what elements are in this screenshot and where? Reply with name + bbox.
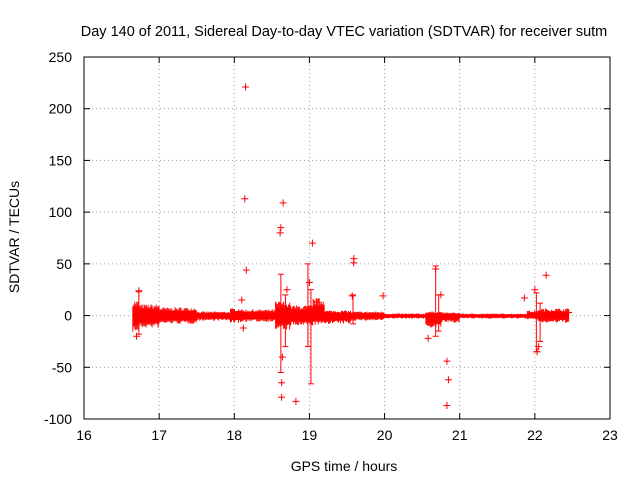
x-axis: 16 17 18 19 20 21 22 23 — [76, 57, 618, 443]
y-tick-label: 50 — [56, 256, 72, 272]
data-point-marker — [437, 291, 445, 299]
y-tick-label: 250 — [49, 49, 73, 65]
x-tick-label: 19 — [302, 427, 318, 443]
data-point-marker — [278, 393, 286, 401]
data-point-marker — [135, 287, 143, 295]
data-point-marker — [313, 298, 321, 306]
data-point-marker — [242, 266, 250, 274]
y-tick-label: 0 — [64, 308, 72, 324]
data-point-marker — [276, 229, 284, 237]
x-axis-label: GPS time / hours — [291, 458, 398, 474]
plot-border — [83, 56, 611, 420]
data-point-marker — [292, 397, 300, 405]
x-tick-label: 18 — [226, 427, 242, 443]
x-tick-label: 16 — [76, 427, 92, 443]
y-tick-label: 150 — [49, 152, 73, 168]
data-point-marker — [443, 402, 451, 410]
data-point-marker — [535, 343, 543, 351]
data-point-marker — [531, 286, 539, 294]
data-point-marker — [542, 271, 550, 279]
data-point-marker — [565, 308, 573, 316]
data-point-marker — [133, 332, 141, 340]
data-point-marker — [424, 334, 432, 342]
data-point-marker — [278, 353, 286, 361]
y-tick-label: -100 — [44, 411, 72, 427]
data-point-marker — [308, 239, 316, 247]
data-point-marker — [239, 324, 247, 332]
data-point-marker — [520, 294, 528, 302]
data-point-marker — [348, 292, 356, 300]
data-point-marker — [443, 357, 451, 365]
data-point-marker — [350, 259, 358, 267]
plot-area — [132, 83, 573, 410]
x-tick-label: 17 — [151, 427, 167, 443]
y-axis: -100 -50 0 50 100 150 200 250 — [44, 49, 610, 427]
data-point-marker — [238, 296, 246, 304]
data-point-marker — [379, 292, 387, 300]
x-tick-label: 23 — [602, 427, 618, 443]
data-point-marker — [283, 286, 291, 294]
plot-frame — [83, 56, 611, 420]
x-tick-label: 21 — [452, 427, 468, 443]
y-tick-label: 200 — [49, 101, 73, 117]
x-tick-label: 20 — [377, 427, 393, 443]
data-point-marker — [533, 348, 541, 356]
y-axis-label: SDTVAR / TECUs — [6, 181, 22, 293]
data-point-marker — [242, 83, 250, 91]
chart-title: Day 140 of 2011, Sidereal Day-to-day VTE… — [81, 24, 608, 40]
y-tick-label: -50 — [52, 359, 72, 375]
x-tick-label: 22 — [527, 427, 543, 443]
grid — [84, 57, 610, 419]
y-tick-label: 100 — [49, 204, 73, 220]
data-point-marker — [279, 199, 287, 207]
data-point-marker — [241, 195, 249, 203]
data-point-marker — [432, 265, 440, 273]
data-point-marker — [444, 376, 452, 384]
data-point-marker — [277, 224, 285, 232]
data-point-marker — [278, 379, 286, 387]
data-point-marker — [305, 278, 313, 286]
